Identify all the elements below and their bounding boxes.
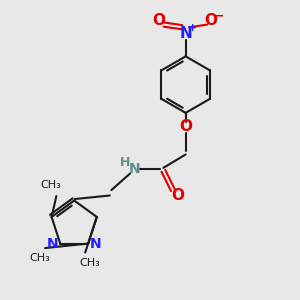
Text: CH₃: CH₃ [40,180,61,190]
Text: N: N [179,26,192,41]
Text: H: H [120,156,130,169]
Text: N: N [90,236,101,250]
Text: −: − [214,10,224,23]
Text: +: + [188,23,197,33]
Text: O: O [152,13,165,28]
Text: N: N [47,236,59,250]
Text: N: N [129,162,140,176]
Text: O: O [171,188,184,203]
Text: O: O [179,119,192,134]
Text: CH₃: CH₃ [30,254,50,263]
Text: O: O [204,13,218,28]
Text: CH₃: CH₃ [80,259,100,269]
